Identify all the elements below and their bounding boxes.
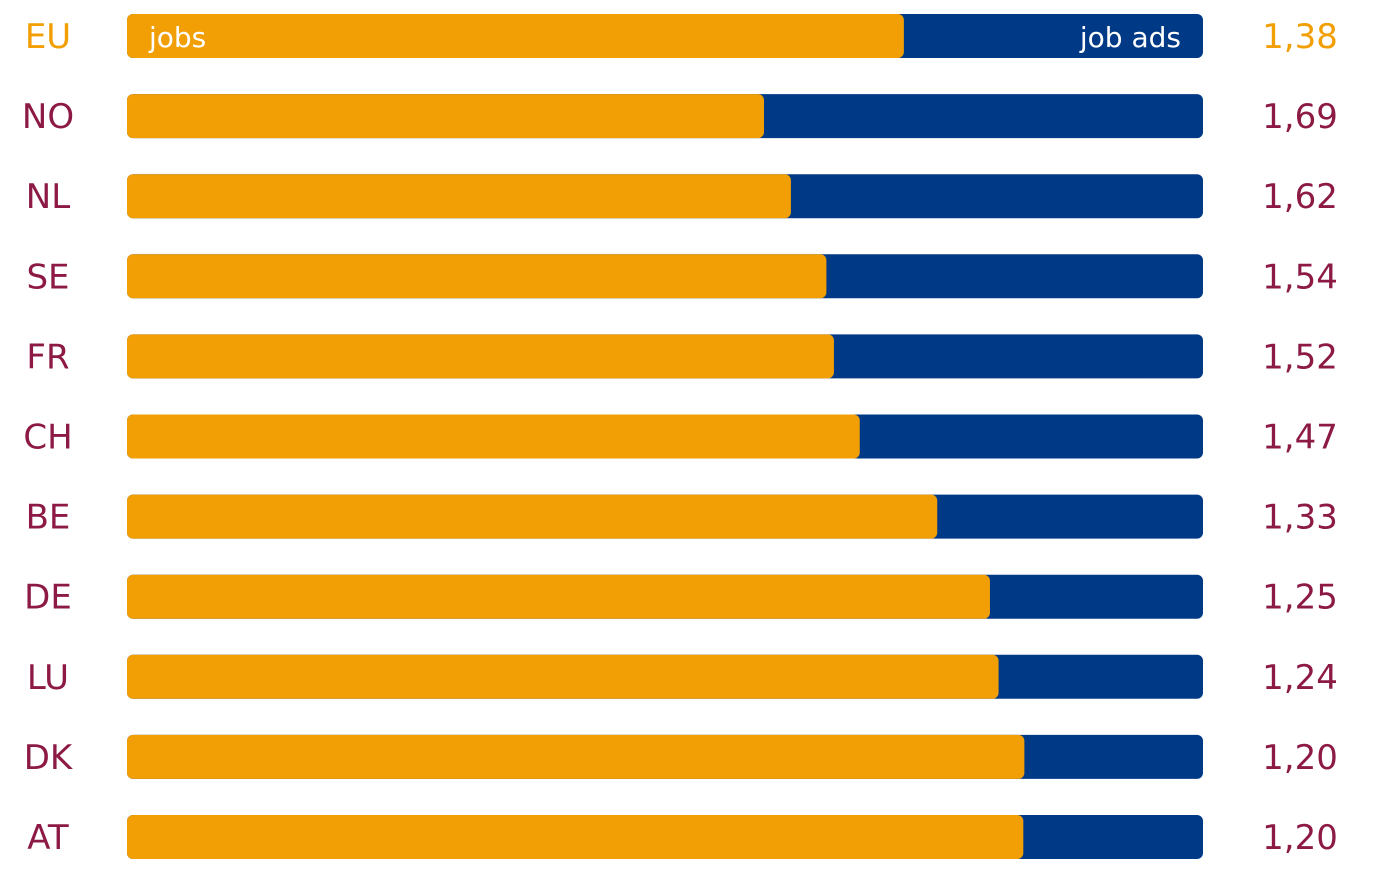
- series-label-job-ads: job ads: [1079, 21, 1181, 54]
- bar-segment-jobs: [127, 494, 938, 539]
- ratio-label: 1,20: [1262, 818, 1338, 858]
- bar-segment-jobs: [127, 14, 904, 58]
- bar-row-fr: FR 1,52: [26, 334, 1338, 379]
- bar-row-nl: NL 1,62: [26, 174, 1338, 219]
- ratio-label: 1,47: [1262, 418, 1338, 458]
- bar-segment-jobs: [127, 174, 791, 219]
- bar-row-be: BE 1,33: [26, 494, 1338, 539]
- bar-row-dk: DK 1,20: [24, 734, 1338, 779]
- bar-segment-jobs: [127, 734, 1025, 779]
- bar-segment-jobs: [127, 815, 1024, 859]
- category-label: SE: [26, 257, 69, 297]
- bar-row-se: SE 1,54: [26, 254, 1338, 299]
- category-label: EU: [25, 17, 71, 57]
- category-label: FR: [26, 337, 69, 377]
- ratio-label: 1,62: [1262, 177, 1338, 217]
- category-label: LU: [27, 658, 69, 698]
- bar-row-de: DE 1,25: [24, 574, 1338, 619]
- ratio-label: 1,54: [1262, 257, 1338, 297]
- ratio-label: 1,24: [1262, 658, 1338, 698]
- category-label: BE: [26, 498, 71, 538]
- bar-segment-jobs: [127, 334, 834, 379]
- ratio-label: 1,38: [1262, 17, 1338, 57]
- bar-segment-jobs: [127, 654, 999, 699]
- bar-row-eu: EU jobs job ads 1,38: [25, 14, 1338, 58]
- bar-segment-jobs: [127, 254, 827, 299]
- bar-row-no: NO 1,69: [22, 94, 1338, 139]
- bar-segment-jobs: [127, 94, 764, 139]
- category-label: DK: [24, 738, 74, 778]
- category-label: CH: [23, 418, 72, 458]
- bar-segment-jobs: [127, 414, 860, 459]
- category-label: DE: [24, 578, 72, 618]
- series-label-jobs: jobs: [148, 21, 206, 54]
- category-label: NO: [22, 97, 74, 137]
- ratio-label: 1,33: [1262, 498, 1338, 538]
- bar-row-lu: LU 1,24: [27, 654, 1338, 699]
- ratio-label: 1,69: [1262, 97, 1338, 137]
- category-label: NL: [26, 177, 70, 217]
- bar-row-at: AT 1,20: [27, 815, 1338, 859]
- ratio-label: 1,20: [1262, 738, 1338, 778]
- bar-row-ch: CH 1,47: [23, 414, 1338, 459]
- ratio-label: 1,52: [1262, 337, 1338, 377]
- category-label: AT: [27, 818, 69, 858]
- bar-segment-jobs: [127, 574, 990, 619]
- ratio-label: 1,25: [1262, 578, 1338, 618]
